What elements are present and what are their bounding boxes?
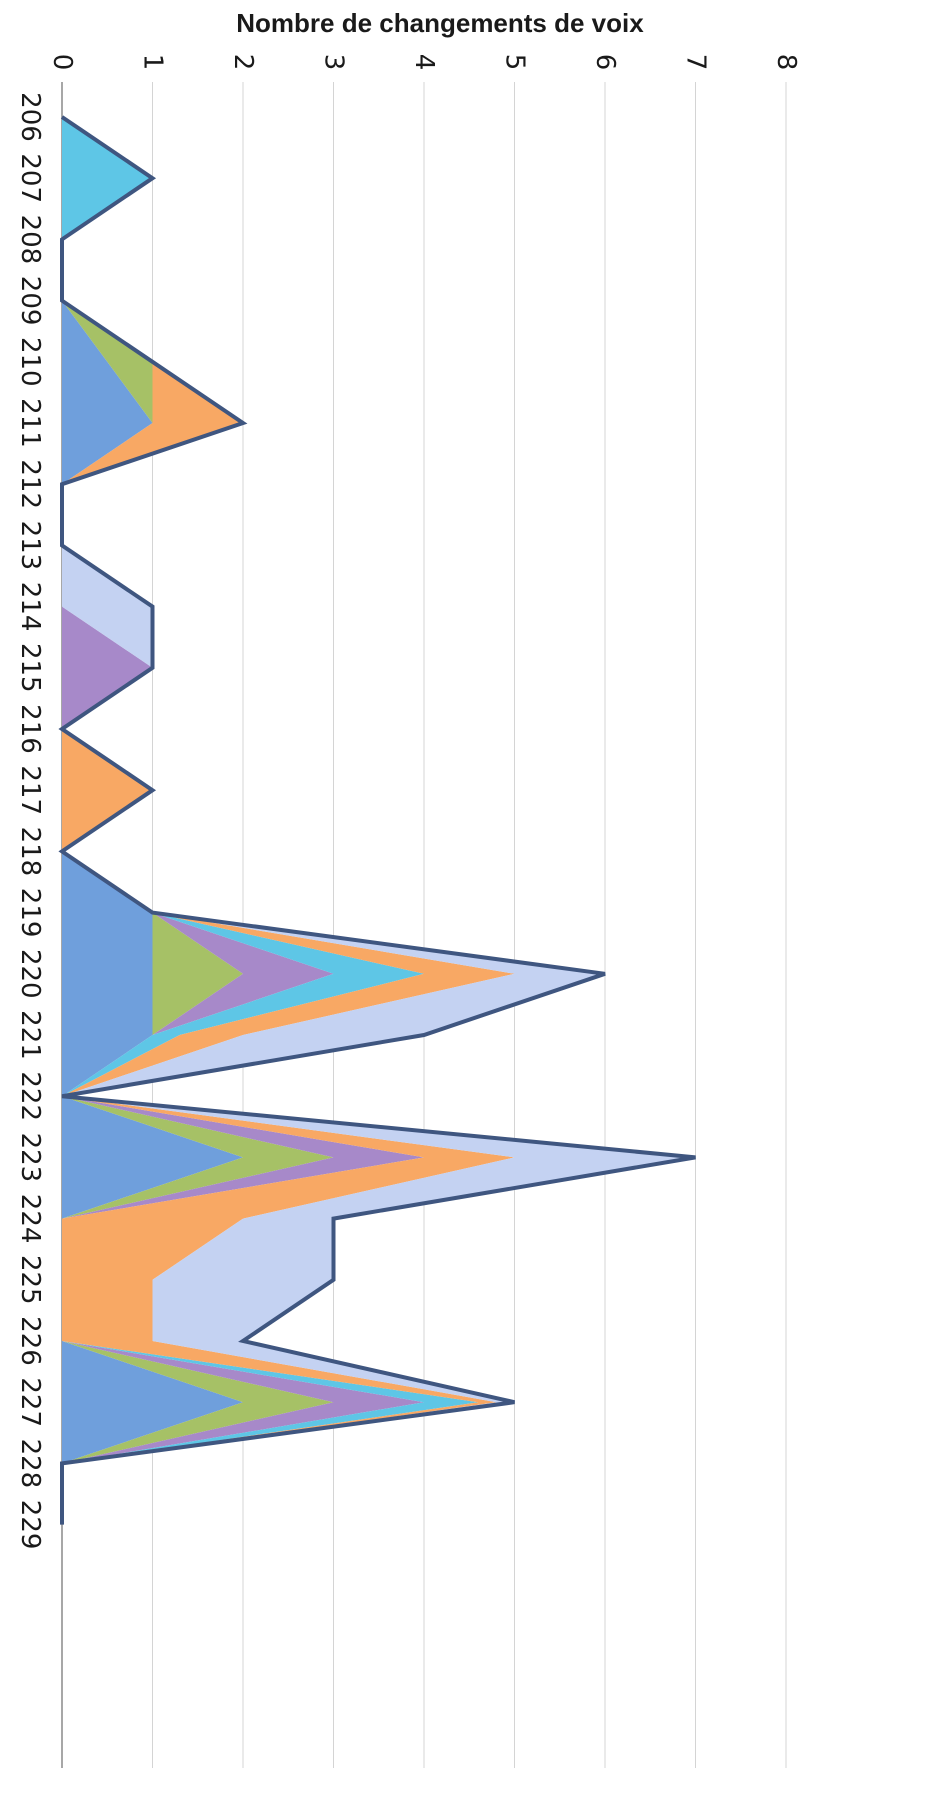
- value-tick-label: 7: [681, 54, 711, 71]
- area-series-3: [62, 117, 424, 1525]
- chart-title: Nombre de changements de voix: [236, 8, 644, 38]
- area-series-5: [62, 117, 515, 1525]
- category-label: 229: [15, 1500, 45, 1550]
- value-axis-ticks: 0 1 2 3 4 5 6 7 8: [47, 54, 801, 71]
- category-label: 220: [15, 949, 45, 999]
- category-label: 207: [15, 153, 45, 203]
- category-label: 223: [15, 1133, 45, 1183]
- category-label: 227: [15, 1377, 45, 1427]
- category-label: 226: [15, 1316, 45, 1366]
- value-tick-label: 2: [228, 54, 258, 71]
- total-outline-line: [58, 115, 696, 1525]
- category-label: 217: [15, 765, 45, 815]
- area-series-6: [62, 117, 696, 1525]
- category-label: 212: [15, 459, 45, 509]
- value-tick-label: 4: [409, 54, 439, 71]
- value-tick-label: 1: [138, 54, 168, 71]
- category-label: 209: [15, 276, 45, 326]
- area-series-2: [62, 117, 334, 1525]
- value-tick-label: 5: [500, 54, 530, 71]
- category-label: 222: [15, 1071, 45, 1121]
- category-label: 228: [15, 1439, 45, 1489]
- category-label: 210: [15, 337, 45, 387]
- category-label: 213: [15, 521, 45, 571]
- category-label: 211: [15, 398, 45, 448]
- category-label: 206: [15, 92, 45, 142]
- category-label: 214: [15, 582, 45, 632]
- category-label: 215: [15, 643, 45, 693]
- value-tick-label: 0: [47, 54, 77, 71]
- category-label: 224: [15, 1194, 45, 1244]
- value-tick-label: 3: [319, 54, 349, 71]
- category-label: 218: [15, 827, 45, 877]
- category-label: 225: [15, 1255, 45, 1305]
- category-label: 216: [15, 704, 45, 754]
- value-tick-label: 8: [771, 54, 801, 71]
- area-series-1: [62, 117, 243, 1525]
- category-label: 208: [15, 215, 45, 265]
- category-label: 219: [15, 888, 45, 938]
- total-outline: [58, 115, 696, 1525]
- area-series: [62, 117, 696, 1525]
- category-label: 221: [15, 1010, 45, 1060]
- category-axis-labels: 206 207 208 209 210 211 212 213 214 215 216 217 218 2…: [15, 92, 45, 1549]
- value-tick-label: 6: [590, 54, 620, 71]
